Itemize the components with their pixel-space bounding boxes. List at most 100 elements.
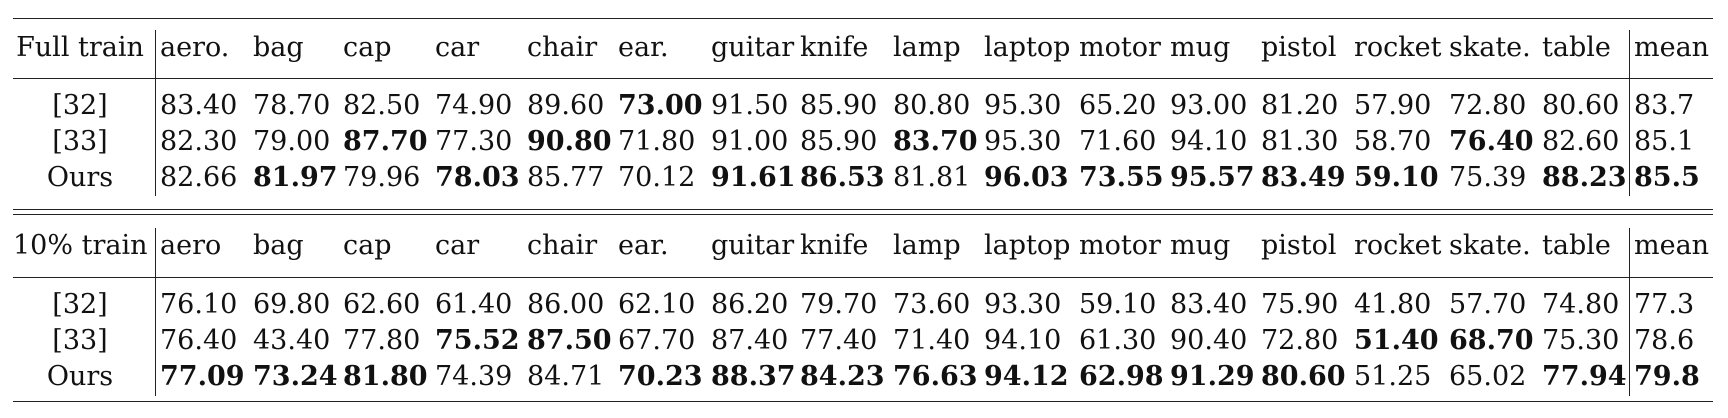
value-cell: 62.60: [343, 289, 421, 320]
column-header: laptop: [984, 230, 1071, 261]
value-cell: 94.12: [984, 361, 1069, 392]
mean-separator: [1629, 228, 1630, 396]
value-cell: 43.40: [253, 325, 331, 356]
value-cell: 82.60: [1542, 126, 1620, 157]
value-cell: 87.70: [343, 126, 428, 157]
value-cell: 75.30: [1542, 325, 1620, 356]
section-rule: [13, 401, 1713, 402]
column-header: bag: [253, 32, 304, 63]
value-cell: 57.90: [1354, 90, 1432, 121]
value-cell: 81.81: [893, 162, 971, 193]
value-cell: 87.50: [527, 325, 612, 356]
column-header: mean: [1634, 32, 1710, 63]
value-cell: 91.29: [1170, 361, 1255, 392]
value-cell: 74.39: [435, 361, 513, 392]
value-cell: 71.40: [893, 325, 971, 356]
top-rule: [13, 18, 1713, 19]
value-cell: 58.70: [1354, 126, 1432, 157]
value-cell: 65.20: [1079, 90, 1157, 121]
value-cell: 91.50: [711, 90, 789, 121]
value-cell: 95.30: [984, 126, 1062, 157]
value-cell: 85.90: [800, 126, 878, 157]
value-cell: 78.70: [253, 90, 331, 121]
table-row: [33] 82.30 79.00 87.70 77.30 90.80 71.80 91.00 8…: [0, 124, 1728, 160]
method-label: [32]: [52, 289, 108, 320]
value-cell: 77.94: [1542, 361, 1627, 392]
column-header: car: [435, 230, 480, 261]
section-rule: [13, 214, 1713, 215]
column-header: pistol: [1261, 32, 1337, 63]
value-cell: 77.09: [160, 361, 245, 392]
method-label: [33]: [52, 325, 108, 356]
value-cell: 85.1: [1634, 126, 1695, 157]
method-label: [33]: [52, 126, 108, 157]
column-header: cap: [343, 230, 392, 261]
column-header: chair: [527, 32, 598, 63]
value-cell: 83.7: [1634, 90, 1695, 121]
method-separator: [155, 30, 156, 196]
value-cell: 78.03: [435, 162, 520, 193]
value-cell: 84.23: [800, 361, 885, 392]
value-cell: 75.39: [1449, 162, 1527, 193]
value-cell: 88.37: [711, 361, 796, 392]
value-cell: 88.23: [1542, 162, 1627, 193]
value-cell: 80.60: [1261, 361, 1346, 392]
value-cell: 89.60: [527, 90, 605, 121]
column-header: bag: [253, 230, 304, 261]
value-cell: 41.80: [1354, 289, 1432, 320]
value-cell: 74.80: [1542, 289, 1620, 320]
column-header: skate.: [1449, 230, 1531, 261]
value-cell: 75.90: [1261, 289, 1339, 320]
column-header: guitar: [711, 32, 795, 63]
value-cell: 75.52: [435, 325, 520, 356]
column-header: knife: [800, 230, 869, 261]
column-header: car: [435, 32, 480, 63]
column-header: lamp: [893, 230, 961, 261]
value-cell: 73.00: [618, 90, 703, 121]
value-cell: 79.00: [253, 126, 331, 157]
column-header: motor: [1079, 230, 1161, 261]
value-cell: 90.40: [1170, 325, 1248, 356]
section-rule: [13, 209, 1713, 210]
value-cell: 76.10: [160, 289, 238, 320]
column-header: table: [1542, 230, 1611, 261]
column-header: rocket: [1354, 32, 1442, 63]
value-cell: 82.50: [343, 90, 421, 121]
method-separator: [155, 228, 156, 396]
value-cell: 95.30: [984, 90, 1062, 121]
column-header: ear.: [618, 32, 669, 63]
value-cell: 67.70: [618, 325, 696, 356]
column-header: rocket: [1354, 230, 1442, 261]
value-cell: 83.49: [1261, 162, 1346, 193]
value-cell: 68.70: [1449, 325, 1534, 356]
column-header: pistol: [1261, 230, 1337, 261]
value-cell: 86.20: [711, 289, 789, 320]
column-header: aero.: [160, 32, 230, 63]
value-cell: 61.30: [1079, 325, 1157, 356]
method-label: Ours: [46, 361, 114, 392]
value-cell: 80.60: [1542, 90, 1620, 121]
column-header: skate.: [1449, 32, 1531, 63]
section-title: Full train: [16, 32, 144, 63]
value-cell: 83.40: [160, 90, 238, 121]
value-cell: 83.70: [893, 126, 978, 157]
value-cell: 81.80: [343, 361, 428, 392]
value-cell: 79.96: [343, 162, 421, 193]
table-row: [33] 76.40 43.40 77.80 75.52 87.50 67.70 87.40 7…: [0, 323, 1728, 359]
value-cell: 51.40: [1354, 325, 1439, 356]
column-header: cap: [343, 32, 392, 63]
column-header: laptop: [984, 32, 1071, 63]
value-cell: 81.20: [1261, 90, 1339, 121]
value-cell: 85.90: [800, 90, 878, 121]
value-cell: 81.97: [253, 162, 338, 193]
column-header: guitar: [711, 230, 795, 261]
value-cell: 77.40: [800, 325, 878, 356]
value-cell: 80.80: [893, 90, 971, 121]
header-row: Full train aero. bag cap car chair ear. guitar k…: [0, 30, 1728, 66]
column-header: aero: [160, 230, 222, 261]
value-cell: 79.8: [1634, 361, 1700, 392]
value-cell: 61.40: [435, 289, 513, 320]
value-cell: 77.3: [1634, 289, 1695, 320]
value-cell: 76.40: [160, 325, 238, 356]
value-cell: 83.40: [1170, 289, 1248, 320]
